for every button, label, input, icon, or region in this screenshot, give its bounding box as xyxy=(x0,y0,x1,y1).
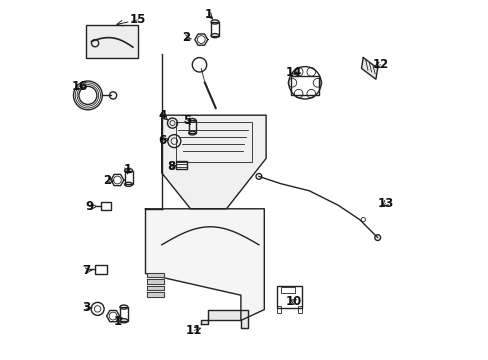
Text: 14: 14 xyxy=(285,66,302,78)
Text: 8: 8 xyxy=(166,160,175,173)
Bar xyxy=(176,161,186,169)
Text: 1: 1 xyxy=(123,163,131,176)
Bar xyxy=(276,306,281,313)
Bar xyxy=(124,171,132,184)
Bar xyxy=(211,22,219,36)
Text: 3: 3 xyxy=(82,301,90,314)
Bar xyxy=(101,202,110,210)
Bar xyxy=(290,76,319,95)
Bar xyxy=(188,120,196,133)
Polygon shape xyxy=(145,209,264,320)
Text: 13: 13 xyxy=(377,197,393,210)
Bar xyxy=(120,307,127,321)
Text: 2: 2 xyxy=(102,174,111,187)
Text: 1: 1 xyxy=(204,8,212,21)
Bar xyxy=(276,286,302,308)
Text: 11: 11 xyxy=(185,324,202,337)
Polygon shape xyxy=(146,279,163,284)
Bar xyxy=(86,25,138,58)
Text: 7: 7 xyxy=(82,264,90,277)
Polygon shape xyxy=(146,273,163,277)
Text: 5: 5 xyxy=(183,114,191,127)
Text: 9: 9 xyxy=(85,200,94,213)
Polygon shape xyxy=(146,292,163,297)
Text: 1: 1 xyxy=(114,315,122,328)
Polygon shape xyxy=(361,58,377,79)
Polygon shape xyxy=(201,310,247,328)
Polygon shape xyxy=(162,115,265,209)
Text: 6: 6 xyxy=(158,134,166,147)
Text: 10: 10 xyxy=(285,295,302,308)
Text: 2: 2 xyxy=(182,31,190,44)
Bar xyxy=(280,287,294,293)
Text: 12: 12 xyxy=(372,58,388,71)
Text: 16: 16 xyxy=(71,80,88,93)
Bar xyxy=(95,265,106,274)
Bar xyxy=(297,306,302,313)
Text: 15: 15 xyxy=(130,13,146,26)
Text: 4: 4 xyxy=(158,109,166,122)
Polygon shape xyxy=(146,286,163,290)
